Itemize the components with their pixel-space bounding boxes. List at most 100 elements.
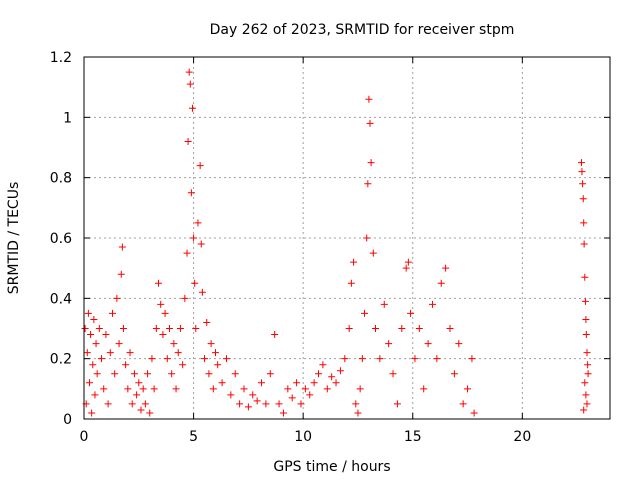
data-point xyxy=(198,288,206,296)
data-point xyxy=(205,370,213,378)
data-point xyxy=(450,370,458,378)
data-point xyxy=(88,409,96,417)
data-point xyxy=(581,297,589,305)
data-point xyxy=(104,400,112,408)
data-point xyxy=(207,340,215,348)
data-point xyxy=(130,370,138,378)
data-point xyxy=(580,219,588,227)
data-point xyxy=(187,189,195,197)
data-point xyxy=(122,361,130,369)
data-point xyxy=(580,240,588,248)
data-point xyxy=(365,95,373,103)
data-point xyxy=(347,279,355,287)
data-point xyxy=(108,309,116,317)
data-point xyxy=(279,409,287,417)
data-point xyxy=(345,325,353,332)
data-point xyxy=(271,331,279,339)
data-point xyxy=(310,379,318,387)
data-point xyxy=(181,294,189,302)
data-point xyxy=(262,400,270,408)
data-point xyxy=(240,385,248,393)
x-tick-label: 10 xyxy=(294,429,312,445)
data-point xyxy=(581,379,589,387)
data-point xyxy=(196,162,204,170)
data-point xyxy=(464,385,472,393)
tick-labels: 0 5 10 15 20 0 0.2 0.4 0.6 0.8 1 1.2 xyxy=(50,50,532,445)
data-point xyxy=(113,294,121,302)
data-point xyxy=(583,349,591,357)
data-point xyxy=(420,385,428,393)
data-point xyxy=(433,355,441,363)
data-point xyxy=(389,370,397,378)
data-point xyxy=(201,355,209,363)
data-point xyxy=(350,258,358,266)
data-point xyxy=(191,279,199,287)
data-point xyxy=(306,391,314,399)
data-point xyxy=(152,325,160,332)
data-point xyxy=(194,219,202,227)
data-point xyxy=(415,325,423,332)
data-point xyxy=(579,180,587,188)
data-point xyxy=(341,355,349,363)
data-point xyxy=(442,264,450,272)
data-point xyxy=(402,264,410,272)
data-point xyxy=(284,385,292,393)
y-axis-label: SRMTID / TECUs xyxy=(6,182,22,295)
data-point xyxy=(470,409,478,417)
data-point xyxy=(582,315,590,323)
data-point xyxy=(364,180,372,188)
data-point xyxy=(84,309,92,317)
data-point xyxy=(163,355,171,363)
y-tick-label: 0 xyxy=(63,412,72,428)
y-tick-label: 0.4 xyxy=(50,291,72,307)
data-point xyxy=(275,400,283,408)
data-point xyxy=(584,361,592,369)
data-point xyxy=(579,195,587,203)
data-point xyxy=(332,379,340,387)
data-point xyxy=(83,349,91,357)
data-point xyxy=(424,340,432,348)
data-point xyxy=(446,325,454,332)
data-point xyxy=(407,309,415,317)
data-point xyxy=(582,331,590,339)
data-point xyxy=(581,273,589,281)
data-point xyxy=(92,340,100,348)
data-point xyxy=(253,397,261,405)
data-point xyxy=(118,243,126,251)
data-point xyxy=(455,340,463,348)
data-point xyxy=(266,370,274,378)
data-point xyxy=(102,331,110,339)
data-point xyxy=(398,325,406,332)
data-point xyxy=(115,340,123,348)
data-point xyxy=(146,409,154,417)
data-point xyxy=(212,349,219,357)
data-point xyxy=(172,385,180,393)
data-point xyxy=(190,234,198,242)
data-point xyxy=(137,406,145,414)
data-point xyxy=(139,385,147,393)
data-point xyxy=(222,355,230,363)
data-point xyxy=(141,400,149,408)
data-point xyxy=(249,391,257,399)
data-point xyxy=(159,331,167,339)
y-tick-label: 1 xyxy=(63,110,72,126)
data-point xyxy=(93,370,101,378)
data-point xyxy=(184,137,192,145)
data-point xyxy=(87,331,95,339)
data-point xyxy=(155,279,163,287)
data-point xyxy=(288,394,296,402)
data-point xyxy=(197,240,205,248)
data-point xyxy=(584,370,592,378)
data-point xyxy=(106,349,114,357)
data-point xyxy=(358,355,366,363)
data-point xyxy=(209,385,217,393)
data-point xyxy=(117,270,125,278)
data-point xyxy=(91,391,99,399)
data-point xyxy=(111,370,119,378)
data-point xyxy=(128,400,136,408)
data-point xyxy=(89,361,97,369)
x-axis-label: GPS time / hours xyxy=(273,459,390,475)
y-tick-label: 0.8 xyxy=(50,171,72,187)
data-point xyxy=(293,379,301,387)
